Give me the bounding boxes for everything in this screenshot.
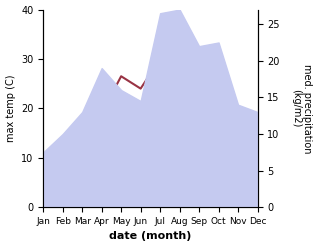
Y-axis label: med. precipitation
(kg/m2): med. precipitation (kg/m2) bbox=[291, 64, 313, 153]
X-axis label: date (month): date (month) bbox=[109, 231, 191, 242]
Y-axis label: max temp (C): max temp (C) bbox=[5, 75, 16, 142]
